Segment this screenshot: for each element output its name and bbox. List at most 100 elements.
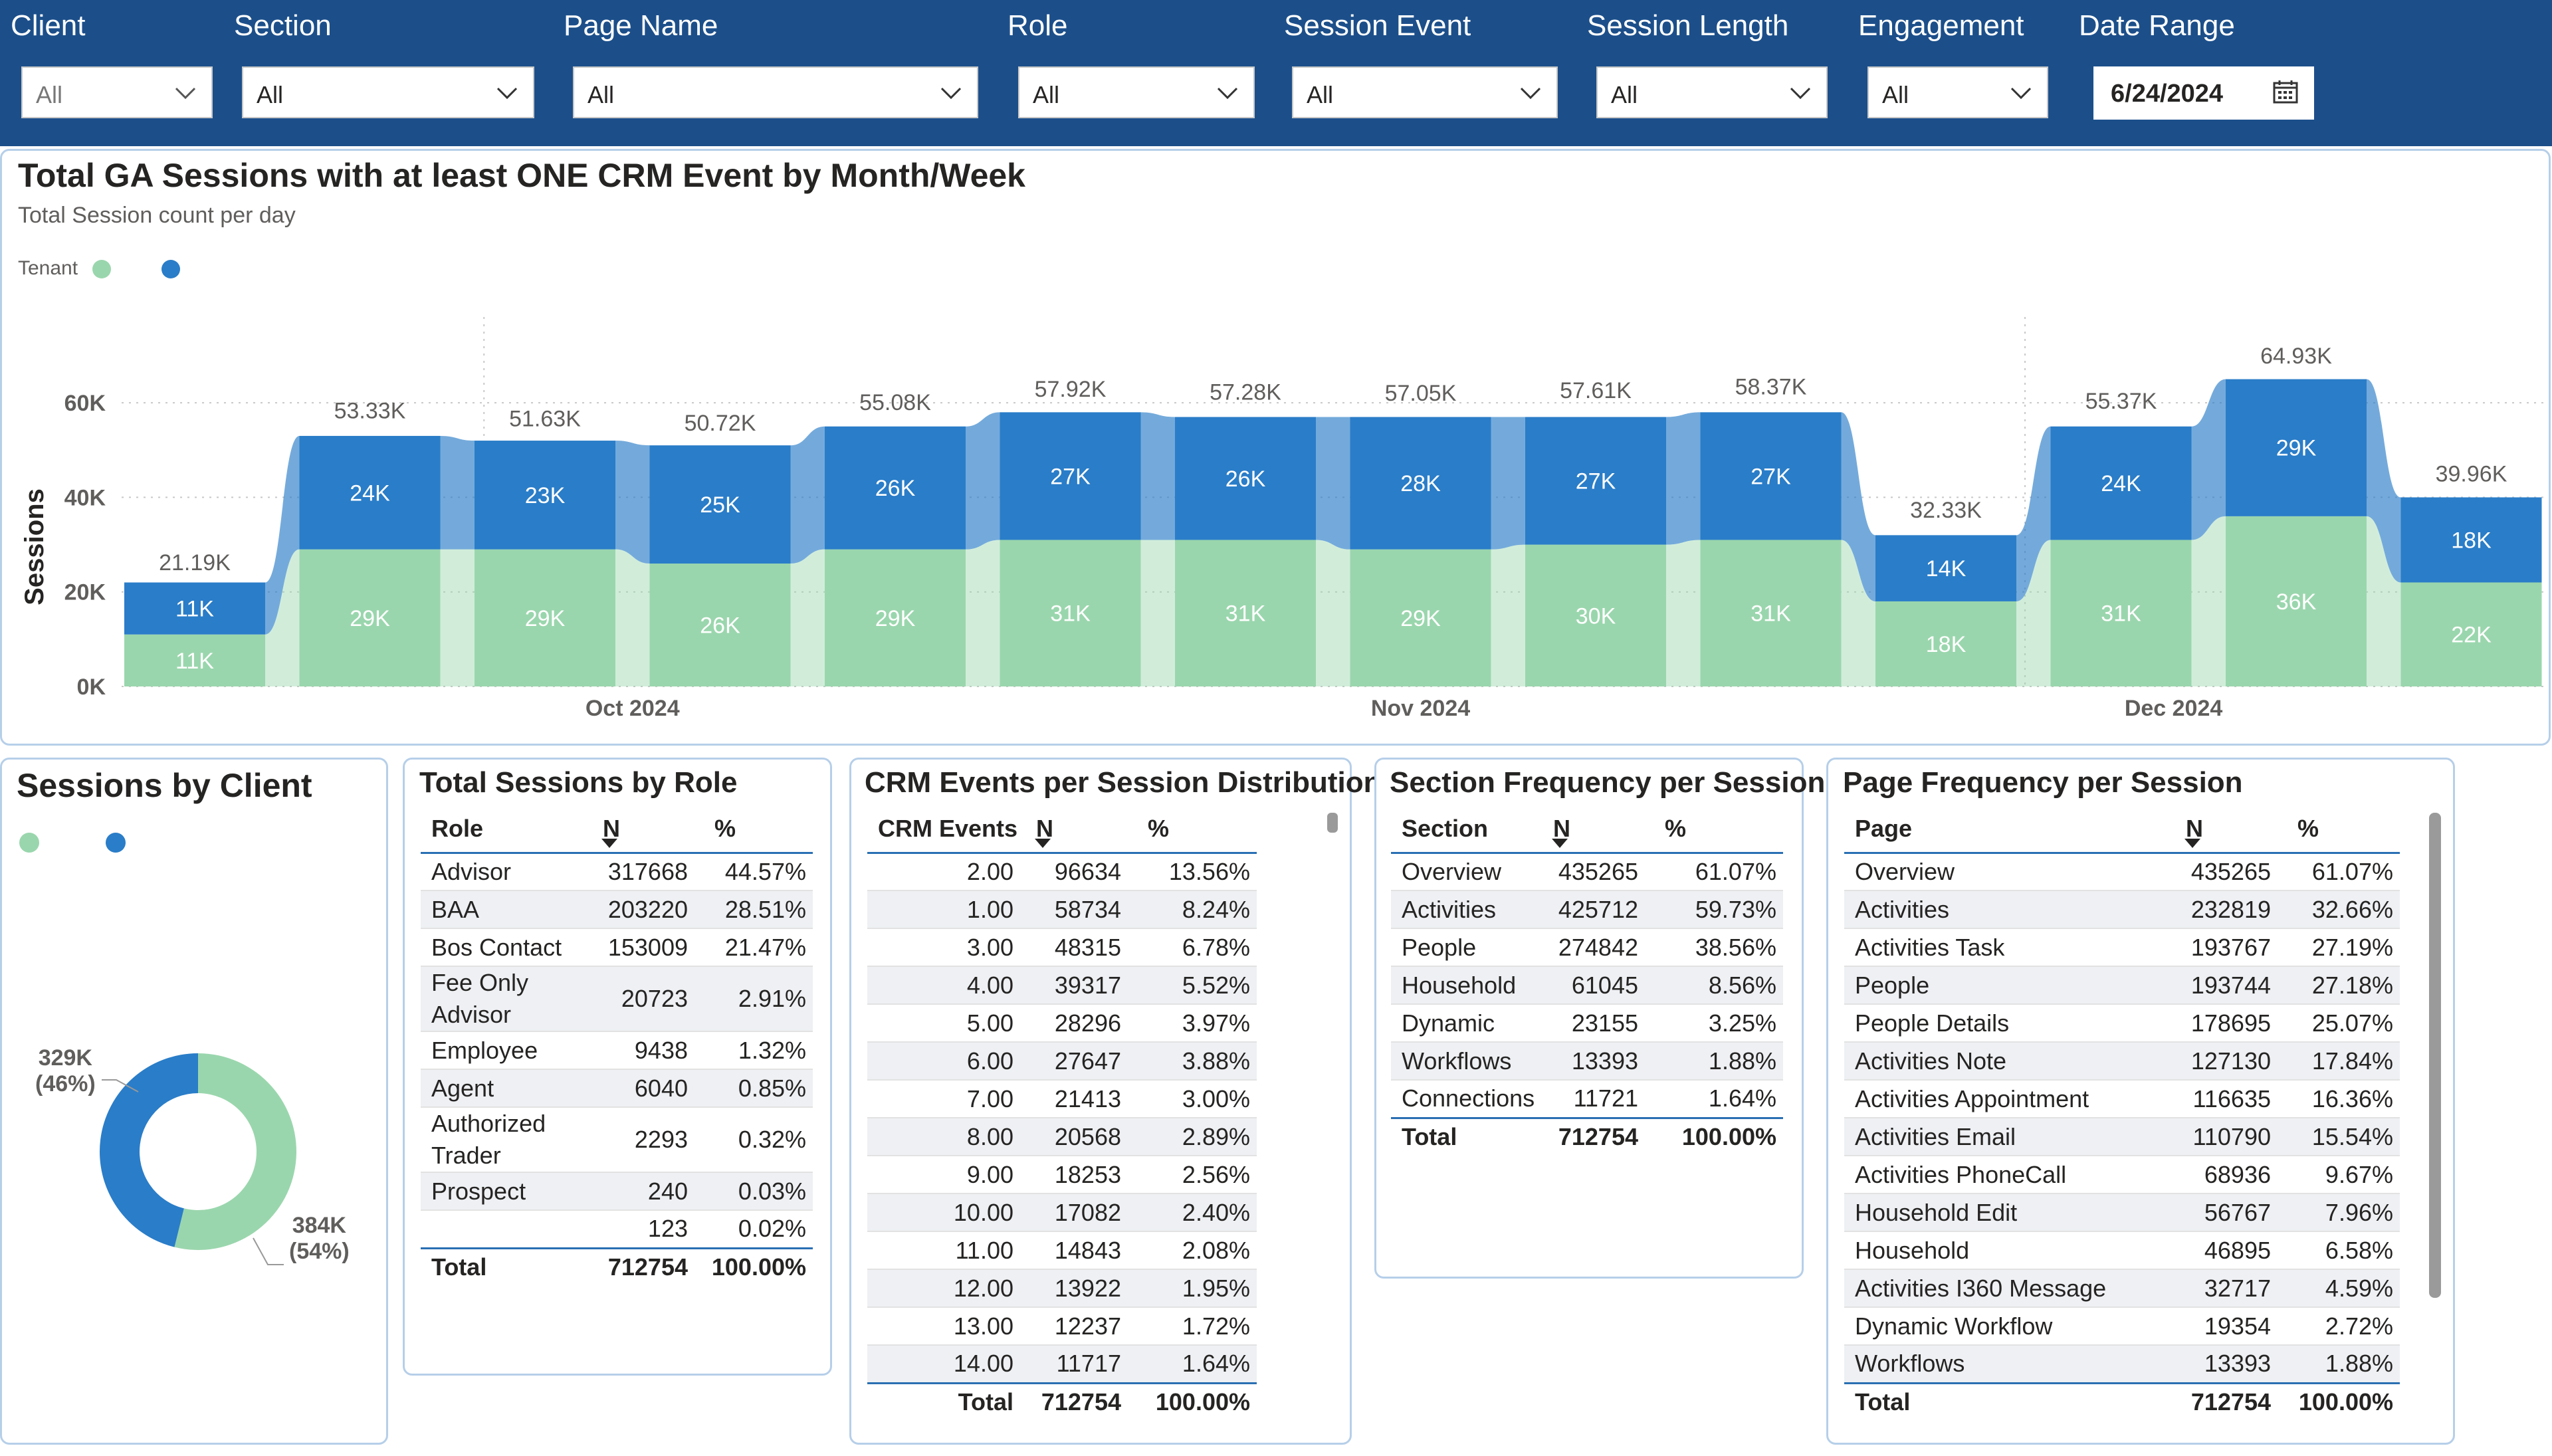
col-header-page[interactable]: Page [1844, 806, 2183, 854]
legend-marker-green[interactable] [92, 260, 111, 278]
table-row[interactable]: Household 61045 8.56% [1391, 966, 1783, 1005]
table-row[interactable]: 4.00 39317 5.52% [867, 966, 1257, 1005]
col-header-pct[interactable]: % [1650, 806, 1783, 854]
table-row[interactable]: Household Edit 56767 7.96% [1844, 1194, 2400, 1232]
table-row[interactable]: 6.00 27647 3.88% [867, 1042, 1257, 1081]
table-row[interactable]: Overview 435265 61.07% [1844, 853, 2400, 891]
table-row[interactable]: Dynamic Workflow 19354 2.72% [1844, 1307, 2400, 1346]
bar-segment-blue[interactable] [299, 435, 441, 550]
col-header-pct[interactable]: % [2283, 806, 2400, 854]
table-row[interactable]: 8.00 20568 2.89% [867, 1118, 1257, 1156]
bar-segment-blue[interactable] [2400, 497, 2542, 583]
col-header-pct[interactable]: % [1133, 806, 1257, 854]
donut-slice-green[interactable] [174, 1053, 297, 1250]
legend-marker-blue[interactable] [161, 260, 180, 278]
table-row[interactable]: 10.00 17082 2.40% [867, 1194, 1257, 1232]
bar-segment-green[interactable] [1000, 540, 1141, 686]
engagement-dropdown[interactable]: All [1867, 66, 2048, 118]
table-row[interactable]: Activities Note 127130 17.84% [1844, 1042, 2400, 1081]
scrollbar-thumb[interactable] [2429, 813, 2441, 1298]
col-header-n[interactable]: N [600, 806, 700, 854]
bar-segment-green[interactable] [1175, 540, 1316, 686]
bar-segment-green[interactable] [649, 564, 791, 686]
scrollbar-thumb[interactable] [1327, 813, 1338, 833]
table-row[interactable]: Activities PhoneCall 68936 9.67% [1844, 1156, 2400, 1194]
table-row[interactable]: 3.00 48315 6.78% [867, 928, 1257, 967]
bar-segment-green[interactable] [825, 549, 966, 686]
col-header-n[interactable]: N [2183, 806, 2283, 854]
col-header-pct[interactable]: % [700, 806, 813, 854]
table-row[interactable]: Activities I360 Message 32717 4.59% [1844, 1269, 2400, 1308]
legend-marker-green[interactable] [19, 833, 39, 853]
col-header-crm-events[interactable]: CRM Events [867, 806, 1033, 854]
bar-segment-green[interactable] [1875, 601, 2016, 686]
table-row[interactable]: Activities Task 193767 27.19% [1844, 928, 2400, 967]
table-row[interactable]: Overview 435265 61.07% [1391, 853, 1783, 891]
legend-marker-blue[interactable] [106, 833, 126, 853]
table-row[interactable]: Authorized Trader 2293 0.32% [421, 1107, 813, 1173]
bar-segment-green[interactable] [299, 549, 441, 686]
calendar-icon[interactable] [2273, 80, 2298, 104]
col-header-role[interactable]: Role [421, 806, 600, 854]
table-row[interactable]: Advisor 317668 44.57% [421, 853, 813, 891]
bar-segment-blue[interactable] [475, 441, 615, 550]
table-row[interactable]: Activities Appointment 116635 16.36% [1844, 1080, 2400, 1118]
bar-segment-green[interactable] [1350, 549, 1491, 686]
table-row[interactable]: 13.00 12237 1.72% [867, 1307, 1257, 1346]
table-row[interactable]: 12.00 13922 1.95% [867, 1269, 1257, 1308]
col-header-n[interactable]: N [1550, 806, 1650, 854]
bar-segment-blue[interactable] [1875, 535, 2016, 601]
bar-segment-green[interactable] [475, 549, 615, 686]
bar-segment-blue[interactable] [2226, 379, 2367, 516]
bar-segment-blue[interactable] [1350, 417, 1491, 550]
table-row[interactable]: BAA 203220 28.51% [421, 890, 813, 929]
bar-segment-green[interactable] [2050, 540, 2192, 686]
table-row[interactable]: Workflows 13393 1.88% [1391, 1042, 1783, 1081]
bar-segment-blue[interactable] [1525, 417, 1666, 545]
table-row[interactable]: 9.00 18253 2.56% [867, 1156, 1257, 1194]
table-row[interactable]: 7.00 21413 3.00% [867, 1080, 1257, 1118]
section-dropdown[interactable]: All [242, 66, 534, 118]
bar-segment-green[interactable] [1700, 540, 1842, 686]
client-dropdown[interactable]: All [21, 66, 213, 118]
table-row[interactable]: People 193744 27.18% [1844, 966, 2400, 1005]
bar-segment-blue[interactable] [1175, 417, 1316, 540]
table-row[interactable]: Employee 9438 1.32% [421, 1031, 813, 1070]
bar-segment-blue[interactable] [2050, 426, 2192, 540]
session-event-dropdown[interactable]: All [1292, 66, 1558, 118]
table-row[interactable]: 2.00 96634 13.56% [867, 853, 1257, 891]
table-row[interactable]: Prospect 240 0.03% [421, 1172, 813, 1211]
table-row[interactable]: Activities 232819 32.66% [1844, 890, 2400, 929]
page-name-dropdown[interactable]: All [573, 66, 978, 118]
table-row[interactable]: 14.00 11717 1.64% [867, 1345, 1257, 1384]
bar-segment-green[interactable] [2226, 516, 2367, 686]
session-length-dropdown[interactable]: All [1596, 66, 1828, 118]
table-row[interactable]: 5.00 28296 3.97% [867, 1004, 1257, 1043]
bar-segment-blue[interactable] [825, 426, 966, 550]
table-row[interactable]: 1.00 58734 8.24% [867, 890, 1257, 929]
table-row[interactable]: Fee Only Advisor 20723 2.91% [421, 966, 813, 1032]
role-dropdown[interactable]: All [1018, 66, 1255, 118]
table-row[interactable]: Workflows 13393 1.88% [1844, 1345, 2400, 1384]
date-range-picker[interactable]: 6/24/2024 [2093, 66, 2314, 120]
table-row[interactable]: Household 46895 6.58% [1844, 1231, 2400, 1270]
col-header-n[interactable]: N [1033, 806, 1133, 854]
table-row[interactable]: Bos Contact 153009 21.47% [421, 928, 813, 967]
bar-segment-green[interactable] [1525, 544, 1666, 686]
bar-segment-blue[interactable] [649, 445, 791, 564]
table-row[interactable]: Activities 425712 59.73% [1391, 890, 1783, 929]
table-row[interactable]: Activities Email 110790 15.54% [1844, 1118, 2400, 1156]
table-row[interactable]: Dynamic 23155 3.25% [1391, 1004, 1783, 1043]
bar-segment-blue[interactable] [1000, 412, 1141, 540]
table-row[interactable]: 11.00 14843 2.08% [867, 1231, 1257, 1270]
bar-segment-blue[interactable] [124, 582, 265, 635]
bar-segment-green[interactable] [124, 634, 265, 686]
bar-segment-green[interactable] [2400, 582, 2542, 686]
table-row[interactable]: Connections 11721 1.64% [1391, 1080, 1783, 1118]
col-header-section[interactable]: Section [1391, 806, 1550, 854]
bar-segment-blue[interactable] [1700, 412, 1842, 540]
table-row[interactable]: Agent 6040 0.85% [421, 1069, 813, 1108]
table-row[interactable]: 123 0.02% [421, 1210, 813, 1249]
table-row[interactable]: People Details 178695 25.07% [1844, 1004, 2400, 1043]
table-row[interactable]: People 274842 38.56% [1391, 928, 1783, 967]
